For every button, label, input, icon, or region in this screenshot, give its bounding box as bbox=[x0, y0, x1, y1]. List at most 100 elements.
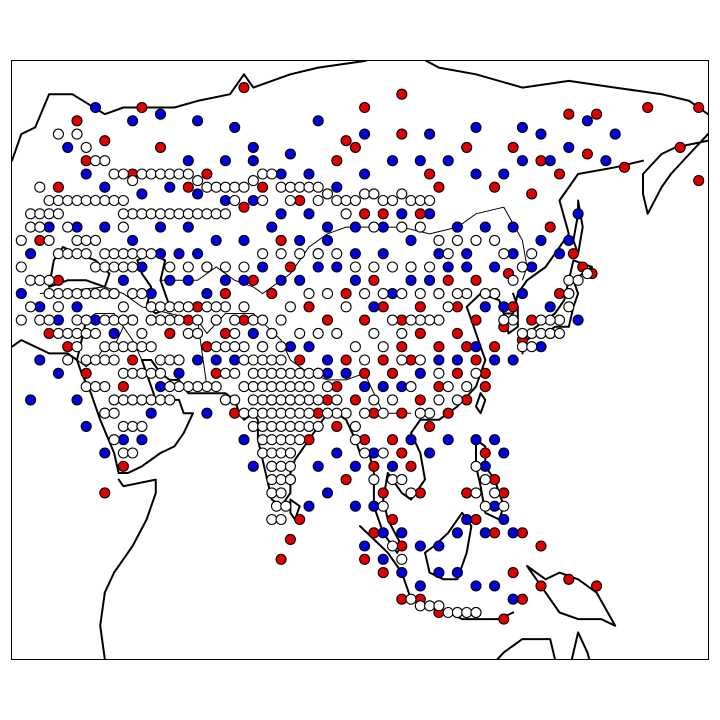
blue-point[interactable] bbox=[210, 354, 222, 366]
blue-point[interactable] bbox=[563, 141, 575, 153]
blue-point[interactable] bbox=[424, 447, 436, 459]
white-point[interactable] bbox=[284, 381, 296, 393]
blue-point[interactable] bbox=[377, 248, 389, 260]
blue-point[interactable] bbox=[386, 460, 399, 472]
white-point[interactable] bbox=[424, 600, 436, 612]
blue-point[interactable] bbox=[294, 274, 306, 286]
blue-point[interactable] bbox=[396, 208, 408, 220]
white-point[interactable] bbox=[210, 381, 222, 393]
blue-point[interactable] bbox=[526, 261, 538, 273]
red-point[interactable] bbox=[154, 141, 167, 153]
blue-point[interactable] bbox=[284, 341, 296, 353]
red-point[interactable] bbox=[34, 234, 46, 246]
blue-point[interactable] bbox=[609, 128, 621, 140]
white-point[interactable] bbox=[377, 500, 389, 512]
white-point[interactable] bbox=[359, 407, 371, 419]
red-point[interactable] bbox=[164, 327, 176, 339]
red-point[interactable] bbox=[563, 573, 575, 585]
white-point[interactable] bbox=[117, 208, 129, 220]
white-point[interactable] bbox=[89, 194, 102, 207]
blue-point[interactable] bbox=[238, 234, 250, 246]
blue-point[interactable] bbox=[312, 115, 324, 127]
white-point[interactable] bbox=[284, 367, 296, 379]
red-point[interactable] bbox=[99, 487, 111, 499]
white-point[interactable] bbox=[386, 394, 399, 406]
red-point[interactable] bbox=[43, 327, 55, 339]
blue-point[interactable] bbox=[238, 274, 250, 286]
blue-point[interactable] bbox=[507, 248, 519, 260]
white-point[interactable] bbox=[257, 194, 269, 207]
white-point[interactable] bbox=[43, 194, 55, 207]
blue-point[interactable] bbox=[192, 354, 204, 366]
white-point[interactable] bbox=[294, 181, 306, 193]
white-point[interactable] bbox=[266, 460, 278, 472]
white-point[interactable] bbox=[229, 194, 241, 207]
white-point[interactable] bbox=[266, 513, 278, 526]
white-point[interactable] bbox=[247, 394, 259, 406]
white-point[interactable] bbox=[80, 141, 92, 153]
red-point[interactable] bbox=[377, 354, 389, 366]
blue-point[interactable] bbox=[238, 434, 250, 446]
white-point[interactable] bbox=[479, 288, 491, 300]
blue-point[interactable] bbox=[154, 221, 167, 233]
blue-point[interactable] bbox=[442, 155, 454, 167]
blue-point[interactable] bbox=[219, 274, 231, 286]
red-point[interactable] bbox=[396, 341, 408, 353]
red-point[interactable] bbox=[470, 513, 482, 526]
white-point[interactable] bbox=[303, 288, 315, 300]
white-point[interactable] bbox=[396, 474, 408, 486]
white-point[interactable] bbox=[321, 288, 334, 300]
white-point[interactable] bbox=[563, 274, 575, 286]
white-point[interactable] bbox=[414, 221, 426, 233]
white-point[interactable] bbox=[266, 420, 278, 432]
white-point[interactable] bbox=[127, 314, 139, 326]
white-point[interactable] bbox=[359, 288, 371, 300]
white-point[interactable] bbox=[247, 381, 259, 393]
white-point[interactable] bbox=[247, 354, 259, 366]
white-point[interactable] bbox=[25, 208, 37, 220]
blue-point[interactable] bbox=[498, 168, 510, 180]
white-point[interactable] bbox=[284, 407, 296, 419]
white-point[interactable] bbox=[331, 194, 343, 207]
white-point[interactable] bbox=[349, 420, 361, 432]
white-point[interactable] bbox=[80, 327, 92, 339]
white-point[interactable] bbox=[108, 248, 120, 260]
blue-point[interactable] bbox=[396, 381, 408, 393]
white-point[interactable] bbox=[219, 301, 231, 313]
red-point[interactable] bbox=[284, 533, 296, 545]
blue-point[interactable] bbox=[507, 527, 519, 539]
blue-point[interactable] bbox=[470, 580, 482, 592]
blue-point[interactable] bbox=[34, 301, 46, 313]
white-point[interactable] bbox=[99, 381, 111, 393]
white-point[interactable] bbox=[108, 434, 120, 446]
blue-point[interactable] bbox=[581, 115, 593, 127]
white-point[interactable] bbox=[321, 381, 334, 393]
white-point[interactable] bbox=[516, 261, 528, 273]
red-point[interactable] bbox=[359, 101, 371, 114]
red-point[interactable] bbox=[321, 314, 334, 326]
white-point[interactable] bbox=[229, 367, 241, 379]
white-point[interactable] bbox=[34, 274, 46, 286]
white-point[interactable] bbox=[52, 327, 64, 339]
white-point[interactable] bbox=[414, 194, 426, 207]
red-point[interactable] bbox=[479, 367, 491, 379]
blue-point[interactable] bbox=[275, 274, 287, 286]
blue-point[interactable] bbox=[479, 527, 491, 539]
map-canvas[interactable] bbox=[12, 61, 708, 659]
blue-point[interactable] bbox=[164, 274, 176, 286]
blue-point[interactable] bbox=[563, 234, 575, 246]
blue-point[interactable] bbox=[173, 248, 185, 260]
white-point[interactable] bbox=[247, 175, 259, 187]
red-point[interactable] bbox=[396, 407, 408, 419]
blue-point[interactable] bbox=[154, 108, 167, 120]
white-point[interactable] bbox=[257, 341, 269, 353]
blue-point[interactable] bbox=[312, 460, 324, 472]
red-point[interactable] bbox=[303, 301, 315, 313]
white-point[interactable] bbox=[71, 234, 83, 246]
white-point[interactable] bbox=[164, 301, 176, 313]
blue-point[interactable] bbox=[489, 500, 501, 512]
white-point[interactable] bbox=[470, 606, 482, 619]
blue-point[interactable] bbox=[321, 367, 334, 379]
white-point[interactable] bbox=[154, 394, 167, 406]
white-point[interactable] bbox=[414, 407, 426, 419]
